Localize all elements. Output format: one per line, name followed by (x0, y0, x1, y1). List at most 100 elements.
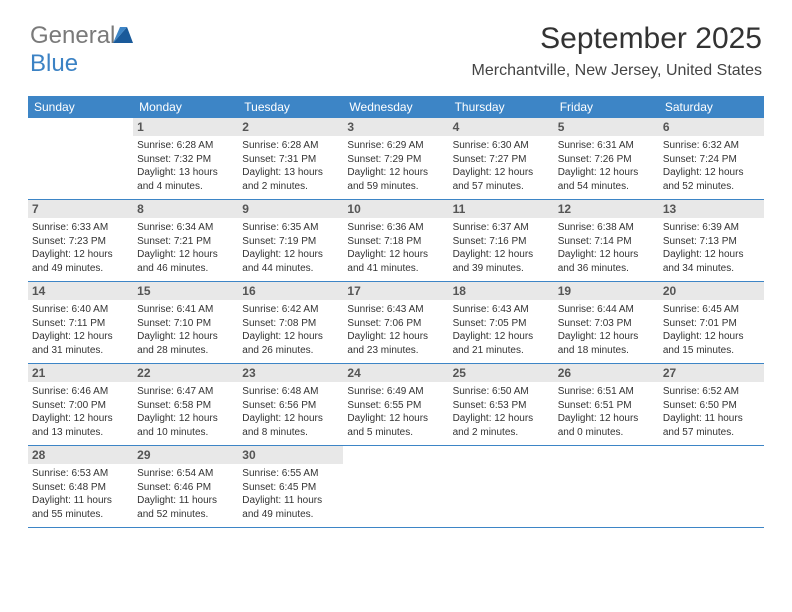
day-number: 11 (449, 200, 554, 218)
day-number: 23 (238, 364, 343, 382)
day-info: Sunrise: 6:28 AMSunset: 7:31 PMDaylight:… (242, 139, 339, 193)
day-cell: 16 Sunrise: 6:42 AMSunset: 7:08 PMDayligh… (238, 282, 343, 363)
week-row: 21 Sunrise: 6:46 AMSunset: 7:00 PMDayligh… (28, 364, 764, 446)
day-cell: 29 Sunrise: 6:54 AMSunset: 6:46 PMDayligh… (133, 446, 238, 527)
day-cell: 13 Sunrise: 6:39 AMSunset: 7:13 PMDayligh… (659, 200, 764, 281)
day-header: Thursday (449, 96, 554, 118)
day-info: Sunrise: 6:46 AMSunset: 7:00 PMDaylight:… (32, 385, 129, 439)
day-cell: 28 Sunrise: 6:53 AMSunset: 6:48 PMDayligh… (28, 446, 133, 527)
logo-text-2: Blue (30, 50, 78, 77)
day-number: 13 (659, 200, 764, 218)
day-info: Sunrise: 6:43 AMSunset: 7:06 PMDaylight:… (347, 303, 444, 357)
weeks-container: 1 Sunrise: 6:28 AMSunset: 7:32 PMDaylight… (28, 118, 764, 528)
day-number: 29 (133, 446, 238, 464)
day-info: Sunrise: 6:34 AMSunset: 7:21 PMDaylight:… (137, 221, 234, 275)
day-cell: 12 Sunrise: 6:38 AMSunset: 7:14 PMDayligh… (554, 200, 659, 281)
day-info: Sunrise: 6:31 AMSunset: 7:26 PMDaylight:… (558, 139, 655, 193)
day-number: 24 (343, 364, 448, 382)
day-info: Sunrise: 6:55 AMSunset: 6:45 PMDaylight:… (242, 467, 339, 521)
day-number: 1 (133, 118, 238, 136)
day-cell: 20 Sunrise: 6:45 AMSunset: 7:01 PMDayligh… (659, 282, 764, 363)
day-number: 16 (238, 282, 343, 300)
day-number: 22 (133, 364, 238, 382)
day-info: Sunrise: 6:53 AMSunset: 6:48 PMDaylight:… (32, 467, 129, 521)
day-info: Sunrise: 6:44 AMSunset: 7:03 PMDaylight:… (558, 303, 655, 357)
logo-text-1: General (30, 22, 115, 49)
day-header: Wednesday (343, 96, 448, 118)
day-info: Sunrise: 6:32 AMSunset: 7:24 PMDaylight:… (663, 139, 760, 193)
day-number: 25 (449, 364, 554, 382)
day-number: 6 (659, 118, 764, 136)
week-row: 28 Sunrise: 6:53 AMSunset: 6:48 PMDayligh… (28, 446, 764, 528)
day-cell: 4Sunrise: 6:30 AMSunset: 7:27 PMDaylight… (449, 118, 554, 199)
day-header: Friday (554, 96, 659, 118)
day-info: Sunrise: 6:29 AMSunset: 7:29 PMDaylight:… (347, 139, 444, 193)
week-row: 7 Sunrise: 6:33 AMSunset: 7:23 PMDaylight… (28, 200, 764, 282)
day-header: Saturday (659, 96, 764, 118)
location-text: Merchantville, New Jersey, United States (472, 62, 762, 80)
day-info: Sunrise: 6:39 AMSunset: 7:13 PMDaylight:… (663, 221, 760, 275)
day-number: 2 (238, 118, 343, 136)
day-header-row: SundayMondayTuesdayWednesdayThursdayFrid… (28, 96, 764, 118)
day-number: 20 (659, 282, 764, 300)
day-cell (449, 446, 554, 527)
day-number: 28 (28, 446, 133, 464)
day-cell: 26Sunrise: 6:51 AMSunset: 6:51 PMDayligh… (554, 364, 659, 445)
day-header: Sunday (28, 96, 133, 118)
day-info: Sunrise: 6:37 AMSunset: 7:16 PMDaylight:… (453, 221, 550, 275)
day-cell: 1 Sunrise: 6:28 AMSunset: 7:32 PMDaylight… (133, 118, 238, 199)
day-cell (28, 118, 133, 199)
day-cell: 18 Sunrise: 6:43 AMSunset: 7:05 PMDayligh… (449, 282, 554, 363)
day-number: 12 (554, 200, 659, 218)
day-number: 5 (554, 118, 659, 136)
day-number: 14 (28, 282, 133, 300)
day-number: 19 (554, 282, 659, 300)
day-info: Sunrise: 6:33 AMSunset: 7:23 PMDaylight:… (32, 221, 129, 275)
day-info: Sunrise: 6:42 AMSunset: 7:08 PMDaylight:… (242, 303, 339, 357)
day-number: 30 (238, 446, 343, 464)
day-cell (659, 446, 764, 527)
day-cell: 23Sunrise: 6:48 AMSunset: 6:56 PMDayligh… (238, 364, 343, 445)
day-info: Sunrise: 6:47 AMSunset: 6:58 PMDaylight:… (137, 385, 234, 439)
day-cell (554, 446, 659, 527)
day-info: Sunrise: 6:38 AMSunset: 7:14 PMDaylight:… (558, 221, 655, 275)
day-number: 17 (343, 282, 448, 300)
logo: General Blue (30, 22, 133, 78)
day-cell: 14Sunrise: 6:40 AMSunset: 7:11 PMDayligh… (28, 282, 133, 363)
day-info: Sunrise: 6:45 AMSunset: 7:01 PMDaylight:… (663, 303, 760, 357)
day-cell: 22 Sunrise: 6:47 AMSunset: 6:58 PMDayligh… (133, 364, 238, 445)
day-header: Tuesday (238, 96, 343, 118)
day-number: 15 (133, 282, 238, 300)
day-info: Sunrise: 6:54 AMSunset: 6:46 PMDaylight:… (137, 467, 234, 521)
page-title: September 2025 (540, 22, 762, 56)
day-cell: 17 Sunrise: 6:43 AMSunset: 7:06 PMDayligh… (343, 282, 448, 363)
day-cell: 8Sunrise: 6:34 AMSunset: 7:21 PMDaylight… (133, 200, 238, 281)
day-info: Sunrise: 6:43 AMSunset: 7:05 PMDaylight:… (453, 303, 550, 357)
day-info: Sunrise: 6:35 AMSunset: 7:19 PMDaylight:… (242, 221, 339, 275)
day-info: Sunrise: 6:36 AMSunset: 7:18 PMDaylight:… (347, 221, 444, 275)
day-number: 4 (449, 118, 554, 136)
day-number: 26 (554, 364, 659, 382)
day-cell: 15Sunrise: 6:41 AMSunset: 7:10 PMDayligh… (133, 282, 238, 363)
day-number: 7 (28, 200, 133, 218)
day-cell: 19 Sunrise: 6:44 AMSunset: 7:03 PMDayligh… (554, 282, 659, 363)
day-info: Sunrise: 6:28 AMSunset: 7:32 PMDaylight:… (137, 139, 234, 193)
day-cell: 2 Sunrise: 6:28 AMSunset: 7:31 PMDaylight… (238, 118, 343, 199)
day-cell: 3 Sunrise: 6:29 AMSunset: 7:29 PMDaylight… (343, 118, 448, 199)
day-cell: 24Sunrise: 6:49 AMSunset: 6:55 PMDayligh… (343, 364, 448, 445)
day-cell: 5 Sunrise: 6:31 AMSunset: 7:26 PMDaylight… (554, 118, 659, 199)
day-cell: 30 Sunrise: 6:55 AMSunset: 6:45 PMDayligh… (238, 446, 343, 527)
day-cell (343, 446, 448, 527)
day-cell: 25 Sunrise: 6:50 AMSunset: 6:53 PMDayligh… (449, 364, 554, 445)
day-number: 3 (343, 118, 448, 136)
day-cell: 6 Sunrise: 6:32 AMSunset: 7:24 PMDaylight… (659, 118, 764, 199)
week-row: 14Sunrise: 6:40 AMSunset: 7:11 PMDayligh… (28, 282, 764, 364)
day-number: 21 (28, 364, 133, 382)
day-cell: 21 Sunrise: 6:46 AMSunset: 7:00 PMDayligh… (28, 364, 133, 445)
day-info: Sunrise: 6:50 AMSunset: 6:53 PMDaylight:… (453, 385, 550, 439)
calendar: SundayMondayTuesdayWednesdayThursdayFrid… (28, 96, 764, 528)
logo-triangle-icon (113, 27, 133, 43)
day-info: Sunrise: 6:52 AMSunset: 6:50 PMDaylight:… (663, 385, 760, 439)
day-number: 18 (449, 282, 554, 300)
day-number: 10 (343, 200, 448, 218)
